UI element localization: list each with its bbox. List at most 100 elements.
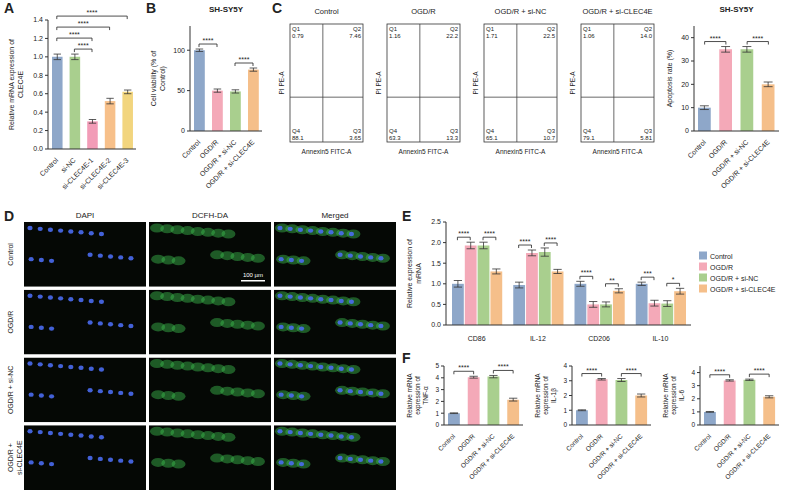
svg-text:Q479.1: Q479.1 (583, 128, 595, 141)
svg-text:****: **** (545, 236, 556, 243)
svg-text:2.0: 2.0 (431, 239, 441, 246)
svg-text:****: **** (458, 364, 469, 371)
svg-text:OGD/R: OGD/R (411, 7, 436, 16)
svg-text:Q33.65: Q33.65 (349, 128, 361, 141)
svg-text:****: **** (586, 367, 597, 374)
svg-text:0: 0 (563, 421, 567, 428)
svg-text:0: 0 (181, 127, 185, 134)
svg-text:****: **** (484, 230, 495, 237)
svg-text:****: **** (714, 368, 725, 375)
svg-text:OGD/R + si-CLEC4E: OGD/R + si-CLEC4E (720, 138, 772, 190)
svg-text:Merged: Merged (321, 211, 348, 220)
svg-text:10: 10 (681, 104, 689, 111)
svg-text:1.0: 1.0 (431, 280, 441, 287)
svg-text:Q488.1: Q488.1 (292, 128, 304, 141)
svg-text:****: **** (626, 367, 637, 374)
svg-text:1.4: 1.4 (33, 16, 43, 23)
svg-text:OGD/R + si-NC: OGD/R + si-NC (715, 432, 752, 469)
svg-text:Q222.2: Q222.2 (446, 26, 458, 39)
svg-text:OGD/R + si-NC: OGD/R + si-NC (587, 432, 624, 469)
svg-text:OGD/R + si-NC: OGD/R + si-NC (710, 138, 749, 177)
svg-text:****: **** (754, 367, 765, 374)
svg-text:****: **** (78, 20, 89, 27)
svg-text:IL-10: IL-10 (652, 335, 668, 342)
svg-text:Control: Control (38, 156, 59, 177)
svg-text:3: 3 (563, 377, 567, 384)
svg-text:30: 30 (681, 57, 689, 64)
svg-text:Control: Control (686, 138, 707, 159)
svg-text:PI PE-A: PI PE-A (278, 71, 285, 95)
svg-text:Control: Control (314, 7, 339, 16)
svg-text:Q10.79: Q10.79 (292, 26, 304, 39)
svg-text:OGD/R + si-CLEC4E: OGD/R + si-CLEC4E (595, 432, 643, 480)
svg-text:Control: Control (7, 243, 14, 266)
svg-text:Control: Control (710, 253, 733, 260)
svg-text:****: **** (581, 269, 592, 276)
svg-text:****: **** (752, 35, 763, 42)
svg-text:Relative mRNA expression ofCLE: Relative mRNA expression ofCLEC4E (8, 39, 24, 130)
svg-text:Apoptosis rate (%): Apoptosis rate (%) (666, 50, 674, 108)
svg-text:Q465.1: Q465.1 (486, 128, 498, 141)
svg-text:20: 20 (681, 81, 689, 88)
svg-text:DAPI: DAPI (76, 211, 95, 220)
svg-text:PI PE-A: PI PE-A (375, 71, 382, 95)
svg-text:****: **** (78, 42, 89, 49)
svg-text:****: **** (458, 230, 469, 237)
svg-text:Annexin5 FITC-A: Annexin5 FITC-A (302, 148, 353, 155)
svg-text:Q222.5: Q222.5 (543, 26, 555, 39)
svg-text:*: * (672, 276, 675, 283)
svg-text:Relative expression ofmRNA: Relative expression ofmRNA (406, 239, 422, 308)
svg-text:OGD/R: OGD/R (707, 138, 728, 159)
svg-text:SH-SY5Y: SH-SY5Y (719, 5, 754, 14)
svg-text:100 µm: 100 µm (243, 272, 263, 278)
svg-text:PI PE-A: PI PE-A (472, 71, 479, 95)
svg-text:3: 3 (435, 386, 439, 393)
svg-text:****: **** (239, 56, 250, 63)
svg-text:****: **** (498, 363, 509, 370)
svg-text:****: **** (520, 238, 531, 245)
svg-text:Cell viability (% ofControl): Cell viability (% ofControl) (150, 51, 167, 106)
svg-text:CD206: CD206 (588, 335, 610, 342)
svg-text:OGD/R + si-NC: OGD/R + si-NC (495, 7, 547, 16)
svg-text:Relative mRNAexpression ofIL-6: Relative mRNAexpression ofIL-6 (662, 373, 685, 418)
svg-text:Relative mRNAexpression ofIL-1: Relative mRNAexpression ofIL-1β (534, 373, 558, 418)
svg-text:2.5: 2.5 (431, 218, 441, 225)
svg-text:0.2: 0.2 (33, 127, 43, 134)
svg-text:Annexin5 FITC-A: Annexin5 FITC-A (399, 148, 450, 155)
svg-text:Q35.81: Q35.81 (640, 128, 652, 141)
svg-text:2: 2 (435, 398, 439, 405)
svg-text:Annexin5 FITC-A: Annexin5 FITC-A (593, 148, 644, 155)
svg-text:OGD/R + si-CLEC4E: OGD/R + si-CLEC4E (204, 138, 256, 190)
svg-text:100: 100 (173, 47, 185, 54)
svg-text:***: *** (643, 270, 651, 277)
svg-text:Q11.16: Q11.16 (389, 26, 401, 39)
svg-text:OGD/R: OGD/R (710, 264, 733, 271)
svg-text:0.0: 0.0 (33, 145, 43, 152)
svg-text:OGD/R + si-NC: OGD/R + si-NC (459, 432, 496, 469)
svg-text:Control: Control (436, 432, 456, 452)
svg-text:Control: Control (692, 432, 712, 452)
svg-text:**: ** (609, 277, 615, 284)
svg-text:1.0: 1.0 (33, 53, 43, 60)
svg-text:Q27.46: Q27.46 (349, 26, 361, 39)
svg-text:SH-SY5Y: SH-SY5Y (209, 5, 244, 14)
svg-text:CD86: CD86 (468, 335, 486, 342)
svg-text:0: 0 (435, 421, 439, 428)
svg-text:40: 40 (681, 34, 689, 41)
svg-text:Q11.06: Q11.06 (583, 26, 595, 39)
svg-text:IL-12: IL-12 (530, 335, 546, 342)
svg-text:0.8: 0.8 (33, 72, 43, 79)
svg-text:1.5: 1.5 (431, 260, 441, 267)
svg-text:0.6: 0.6 (33, 90, 43, 97)
svg-text:OGD/R + si-CLEC4E: OGD/R + si-CLEC4E (710, 286, 776, 293)
svg-text:Q310.7: Q310.7 (543, 128, 555, 141)
svg-text:****: **** (87, 9, 98, 16)
svg-text:2: 2 (563, 392, 567, 399)
svg-text:0: 0 (685, 127, 689, 134)
svg-text:0: 0 (691, 421, 695, 428)
svg-text:OGD/R: OGD/R (7, 311, 14, 334)
svg-text:0.5: 0.5 (431, 301, 441, 308)
svg-text:OGD/R + si-CLEC4E: OGD/R + si-CLEC4E (723, 432, 771, 480)
svg-text:PI PE-A: PI PE-A (569, 71, 576, 95)
svg-text:1: 1 (435, 410, 439, 417)
